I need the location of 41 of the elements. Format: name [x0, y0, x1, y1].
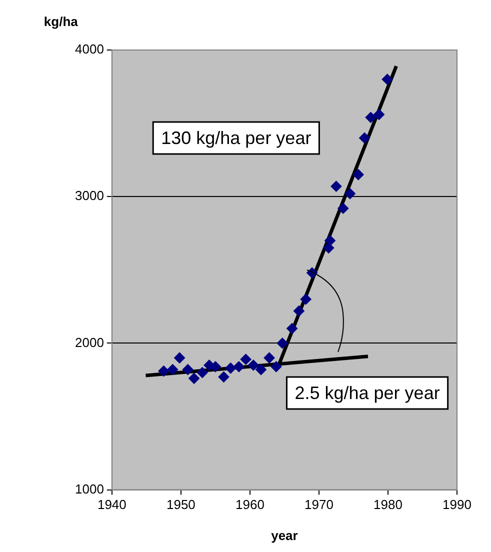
annotation: 130 kg/ha per year [161, 128, 312, 148]
x-tick-label: 1940 [97, 497, 126, 512]
x-axis-title: year [271, 528, 298, 543]
point [218, 371, 230, 382]
point [182, 364, 194, 376]
point [233, 361, 244, 372]
point [382, 74, 393, 85]
point [167, 364, 178, 376]
point [264, 352, 275, 364]
point [300, 294, 312, 305]
point [359, 132, 370, 144]
point [248, 360, 259, 371]
y-axis-title: kg/ha [44, 14, 79, 29]
point [188, 372, 200, 384]
point [276, 338, 288, 349]
y-tick-label: 1000 [75, 481, 104, 496]
point [293, 305, 304, 316]
x-tick-label: 1950 [166, 497, 196, 512]
point [374, 109, 385, 120]
point [158, 366, 170, 377]
point [352, 169, 364, 180]
point [270, 361, 282, 372]
point [365, 112, 376, 123]
point [324, 235, 336, 246]
point [286, 323, 298, 334]
point [344, 188, 356, 200]
point [330, 180, 342, 192]
point [225, 362, 236, 374]
x-tick-label: 1960 [235, 497, 264, 512]
x-tick-label: 1970 [304, 497, 334, 512]
annotation: 2.5 kg/ha per year [294, 383, 440, 404]
point [174, 352, 186, 364]
point [240, 354, 252, 365]
y-tick-label: 3000 [75, 188, 104, 204]
x-tick-label: 1980 [374, 497, 402, 512]
y-tick-label: 2000 [75, 334, 104, 350]
x-tick-label: 1990 [442, 497, 472, 512]
point [255, 364, 266, 376]
point [196, 367, 208, 378]
point [338, 202, 349, 214]
y-tick-label: 4000 [75, 42, 104, 57]
